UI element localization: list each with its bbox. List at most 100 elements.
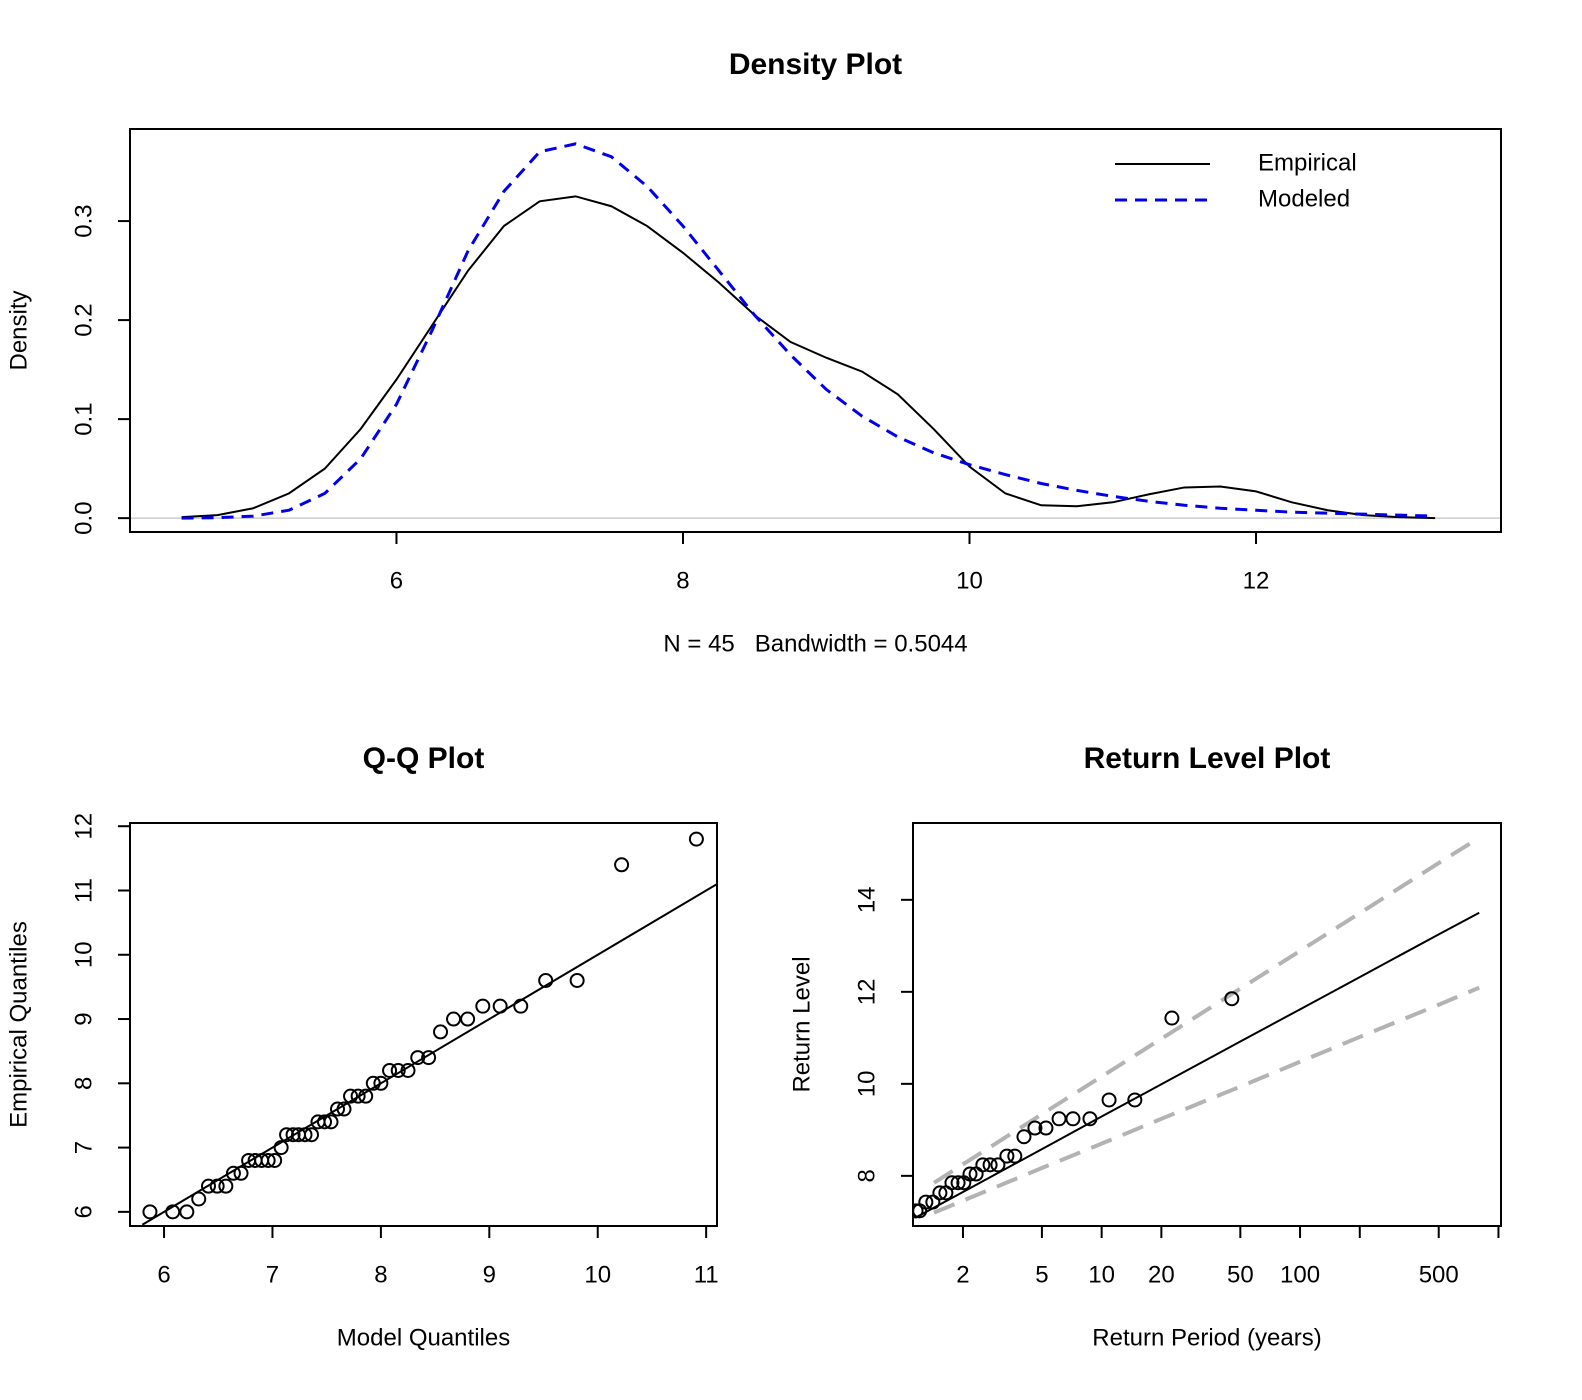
point	[350, 1088, 366, 1104]
x-tick-label: 8	[676, 567, 689, 594]
y-tick-label: 12	[70, 813, 97, 840]
point	[688, 831, 704, 847]
point	[233, 1165, 249, 1181]
point	[944, 1175, 960, 1191]
point	[538, 972, 554, 988]
y-tick-label: 7	[70, 1141, 97, 1154]
point	[421, 1050, 437, 1066]
x-tick-label: 10	[584, 1261, 611, 1288]
plot-area	[130, 142, 1501, 520]
legend-label: Modeled	[1258, 185, 1350, 212]
y-tick-label: 0.3	[70, 204, 97, 237]
point	[165, 1204, 181, 1220]
y-axis-label: Return Level	[788, 956, 815, 1092]
y-tick-label: 8	[853, 1169, 880, 1182]
y-axis-label: Empirical Quantiles	[5, 921, 32, 1128]
point	[267, 1152, 283, 1168]
density-line	[181, 142, 1436, 520]
point	[365, 1075, 381, 1091]
plot-frame	[129, 128, 1502, 533]
x-tick-label: 6	[390, 567, 403, 594]
chart-title: Density Plot	[729, 48, 902, 81]
plot-area	[913, 836, 1481, 1219]
x-axis-label: N = 45 Bandwidth = 0.5044	[663, 630, 967, 657]
point	[279, 1127, 295, 1143]
point	[218, 1178, 234, 1194]
point	[260, 1152, 276, 1168]
fit-line	[933, 985, 1481, 1215]
point	[1038, 1120, 1054, 1136]
point	[358, 1088, 374, 1104]
y-tick-label: 10	[70, 941, 97, 968]
point	[1016, 1129, 1032, 1145]
point	[1027, 1120, 1043, 1136]
y-tick-label: 11	[70, 878, 97, 903]
x-tick-label: 500	[1419, 1261, 1459, 1288]
y-tick-label: 0.1	[70, 402, 97, 435]
x-tick-label: 2	[956, 1261, 969, 1288]
point	[1164, 1010, 1180, 1026]
point	[433, 1024, 449, 1040]
fit-line	[141, 883, 717, 1226]
point	[273, 1140, 289, 1156]
x-axis-label: Return Period (years)	[1092, 1324, 1321, 1351]
point	[1082, 1111, 1098, 1127]
plot-frame	[912, 822, 1502, 1227]
chart-title: Return Level Plot	[1084, 742, 1331, 775]
point	[400, 1062, 416, 1078]
point	[925, 1194, 941, 1210]
plot-area	[141, 831, 717, 1226]
x-tick-label: 5	[1035, 1261, 1048, 1288]
fit-line	[932, 836, 1481, 1185]
point	[343, 1088, 359, 1104]
point	[918, 1194, 934, 1210]
point	[336, 1101, 352, 1117]
x-tick-label: 20	[1148, 1261, 1175, 1288]
x-tick-label: 12	[1243, 567, 1270, 594]
x-tick-label: 10	[956, 567, 983, 594]
point	[225, 1165, 241, 1181]
x-tick-label: 8	[374, 1261, 387, 1288]
point	[569, 972, 585, 988]
point	[410, 1050, 426, 1066]
point	[1127, 1092, 1143, 1108]
point	[1007, 1148, 1023, 1164]
point	[1224, 991, 1240, 1007]
point	[932, 1185, 948, 1201]
point	[982, 1157, 998, 1173]
x-tick-label: 11	[694, 1261, 719, 1288]
point	[209, 1178, 225, 1194]
x-tick-label: 100	[1280, 1261, 1320, 1288]
point	[303, 1127, 319, 1143]
point	[191, 1191, 207, 1207]
point	[1051, 1111, 1067, 1127]
point	[999, 1148, 1015, 1164]
y-tick-label: 0.2	[70, 303, 97, 336]
point	[513, 998, 529, 1014]
x-axis-label: Model Quantiles	[337, 1324, 510, 1351]
point	[1101, 1092, 1117, 1108]
x-tick-label: 9	[483, 1261, 496, 1288]
y-tick-label: 0.0	[70, 501, 97, 534]
point	[285, 1127, 301, 1143]
point	[950, 1175, 966, 1191]
x-tick-label: 6	[157, 1261, 170, 1288]
y-tick-label: 6	[70, 1205, 97, 1218]
point	[317, 1114, 333, 1130]
x-tick-label: 7	[266, 1261, 279, 1288]
point	[492, 998, 508, 1014]
point	[990, 1157, 1006, 1173]
plot-frame	[129, 822, 718, 1227]
y-tick-label: 9	[70, 1012, 97, 1025]
point	[297, 1127, 313, 1143]
point	[323, 1114, 339, 1130]
point	[446, 1011, 462, 1027]
x-tick-label: 10	[1088, 1261, 1115, 1288]
y-tick-label: 14	[853, 886, 880, 913]
density-line	[181, 195, 1436, 520]
point	[390, 1062, 406, 1078]
chart-title: Q-Q Plot	[363, 742, 485, 775]
x-tick-label: 50	[1227, 1261, 1254, 1288]
point	[142, 1204, 158, 1220]
point	[373, 1075, 389, 1091]
